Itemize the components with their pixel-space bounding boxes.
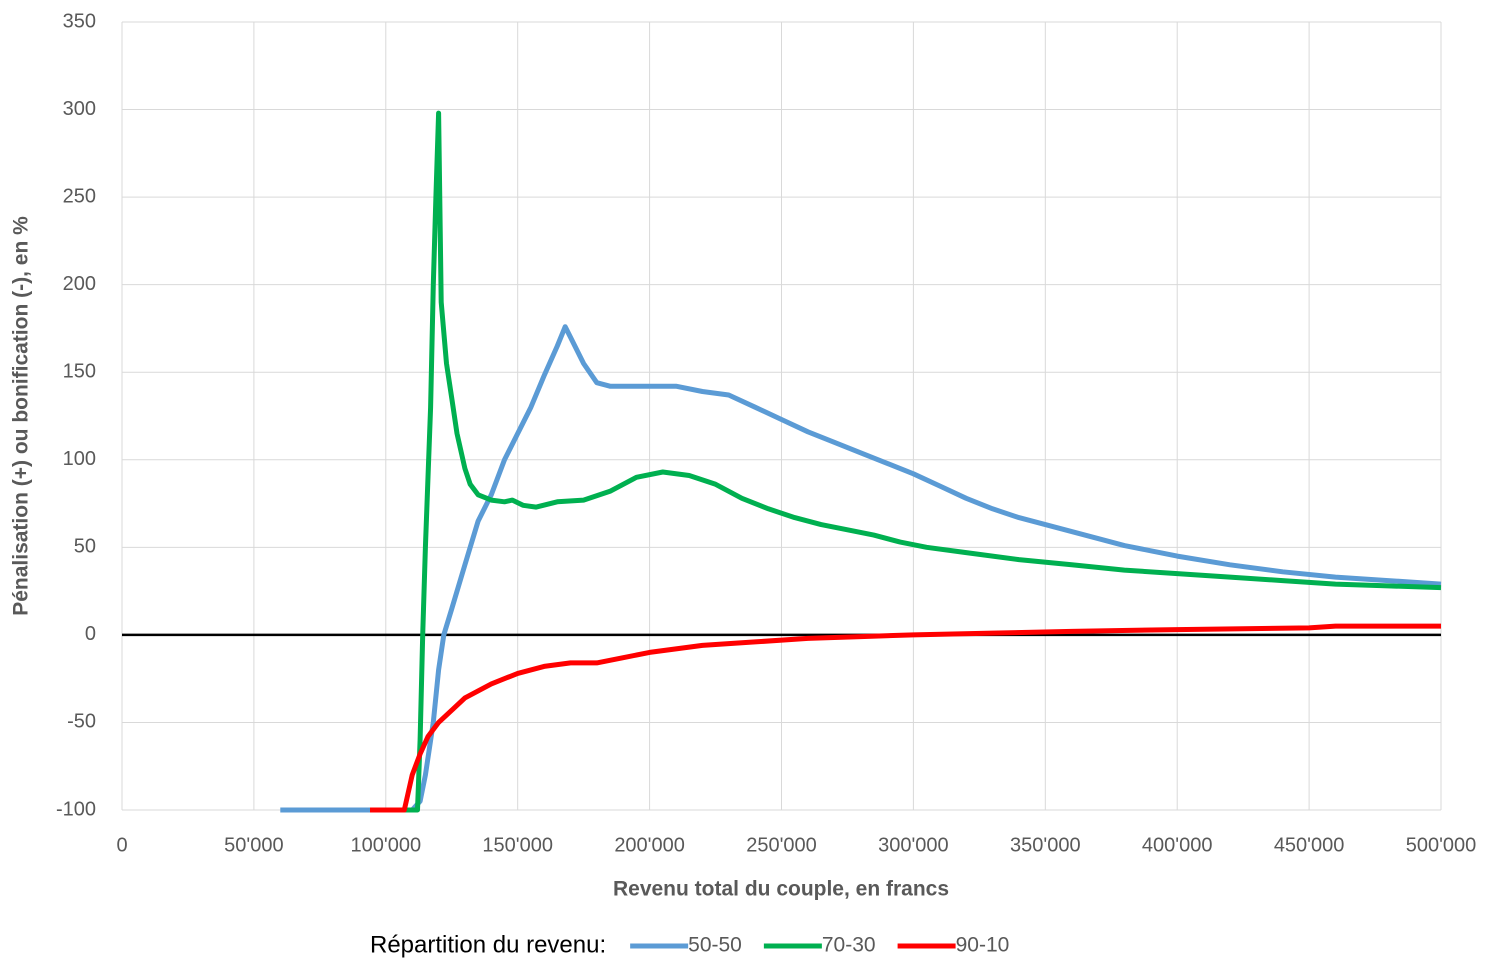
y-tick-label: 350 <box>63 10 96 32</box>
legend-label: 50-50 <box>688 934 742 957</box>
y-tick-label: 300 <box>63 98 96 120</box>
series-line <box>385 110 1442 813</box>
x-tick-label: 100'000 <box>351 834 422 856</box>
y-tick-label: 50 <box>74 536 96 558</box>
y-tick-label: -100 <box>56 798 96 820</box>
x-tick-label: 400'000 <box>1142 834 1213 856</box>
x-tick-label: 500'000 <box>1406 834 1477 856</box>
x-tick-label: 450'000 <box>1274 834 1345 856</box>
x-tick-label: 150'000 <box>482 834 553 856</box>
series-line <box>280 324 1442 813</box>
x-tick-label: 300'000 <box>878 834 949 856</box>
x-tick-label: 200'000 <box>614 834 685 856</box>
y-tick-label: 250 <box>63 185 96 207</box>
legend-label: 70-30 <box>822 934 876 957</box>
y-tick-label: 200 <box>63 273 96 295</box>
x-tick-label: 50'000 <box>224 834 283 856</box>
y-axis-title: Pénalisation (+) ou bonification (-), en… <box>10 216 33 616</box>
x-tick-label: 350'000 <box>1010 834 1081 856</box>
y-tick-label: 150 <box>63 361 96 383</box>
series-line <box>370 623 1441 813</box>
x-axis-title: Revenu total du couple, en francs <box>613 878 949 901</box>
legend-label: 90-10 <box>956 934 1010 957</box>
y-tick-label: 100 <box>63 448 96 470</box>
x-tick-label: 250'000 <box>746 834 817 856</box>
y-tick-label: -50 <box>67 711 96 733</box>
x-tick-label: 0 <box>116 834 127 856</box>
legend-title: Répartition du revenu: <box>370 931 606 958</box>
y-tick-label: 0 <box>85 623 96 645</box>
